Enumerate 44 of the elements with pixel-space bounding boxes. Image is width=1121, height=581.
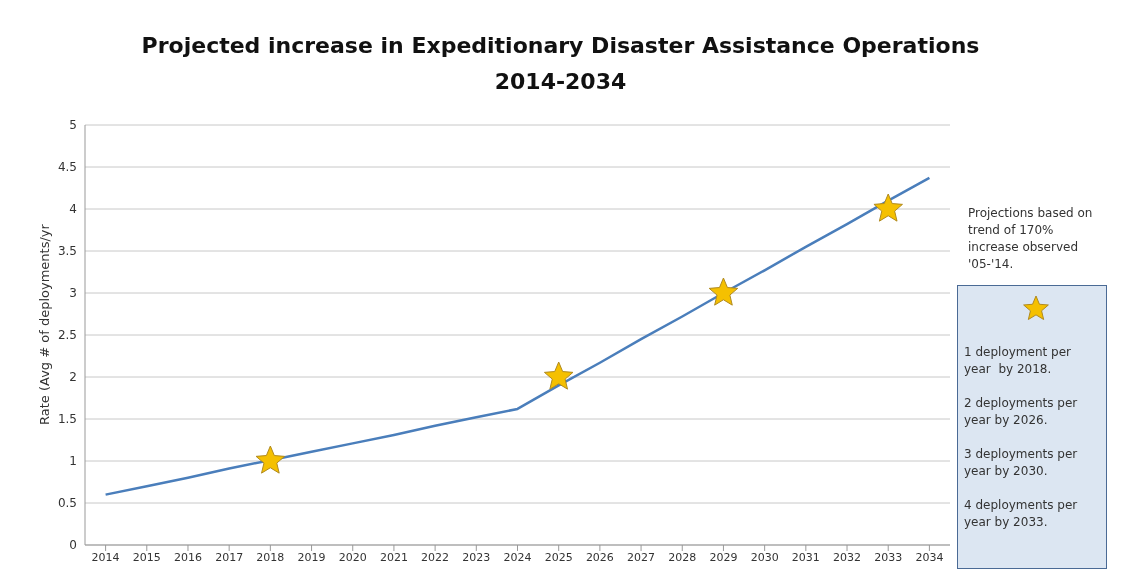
- point: [708, 277, 739, 306]
- x-tick-label: 2028: [668, 550, 697, 564]
- text: 3 deployments per year by 2030.: [964, 446, 1079, 480]
- point: [255, 445, 286, 474]
- chart-title: Projected increase in Expeditionary Disaster Assistance Operations 2014-2034: [140, 32, 981, 96]
- x-tick-label: 2026: [585, 550, 614, 564]
- x-tick-label: 2022: [421, 550, 450, 564]
- x-tick-label: 2019: [297, 550, 326, 564]
- point: [543, 361, 574, 390]
- x-tick-label: 2032: [833, 550, 862, 564]
- x-tick-label: 2016: [173, 550, 202, 564]
- text: 1 deployment per year by 2018.: [964, 344, 1072, 378]
- x-tick-label: 2018: [256, 550, 285, 564]
- y-tick-label: 0: [69, 538, 77, 553]
- x-tick-label: 2021: [379, 550, 408, 564]
- y-tick-label: 3.5: [57, 244, 77, 259]
- y-tick-label: 2: [69, 370, 77, 385]
- text: 4 deployments per year by 2033.: [964, 497, 1079, 531]
- x-tick-label: 2025: [544, 550, 573, 564]
- y-tick-label: 3: [69, 286, 77, 301]
- y-tick-label: 1: [69, 454, 77, 469]
- x-tick-label: 2015: [132, 550, 161, 564]
- point: [873, 193, 903, 222]
- x-tick-label: 2024: [503, 550, 532, 564]
- x-tick-label: 2034: [915, 550, 944, 564]
- y-tick-label: 2.5: [57, 328, 77, 343]
- line-series: [104, 176, 931, 496]
- x-tick-label: 2014: [91, 550, 120, 564]
- text: 2 deployments per year by 2026.: [964, 395, 1079, 429]
- y-tick-label: 1.5: [57, 412, 77, 427]
- y-tick-label: 0.5: [57, 496, 77, 511]
- x-tick-label: 2027: [627, 550, 656, 564]
- x-tick-label: 2020: [338, 550, 367, 564]
- y-tick-label: 4: [69, 202, 77, 217]
- x-tick-label: 2030: [750, 550, 779, 564]
- y-tick-label: 5: [69, 118, 77, 133]
- x-tick-label: 2033: [874, 550, 903, 564]
- y-axis-title: Rate (Avg # of deployments/yr: [36, 223, 52, 425]
- y-tick-label: 4.5: [57, 160, 77, 175]
- x-tick-label: 2029: [709, 550, 738, 564]
- x-tick-label: 2017: [215, 550, 244, 564]
- x-tick-label: 2023: [462, 550, 491, 564]
- x-tick-label: 2031: [791, 550, 820, 564]
- text: Projections based on trend of 170% increase observed '05-'14.: [968, 205, 1094, 273]
